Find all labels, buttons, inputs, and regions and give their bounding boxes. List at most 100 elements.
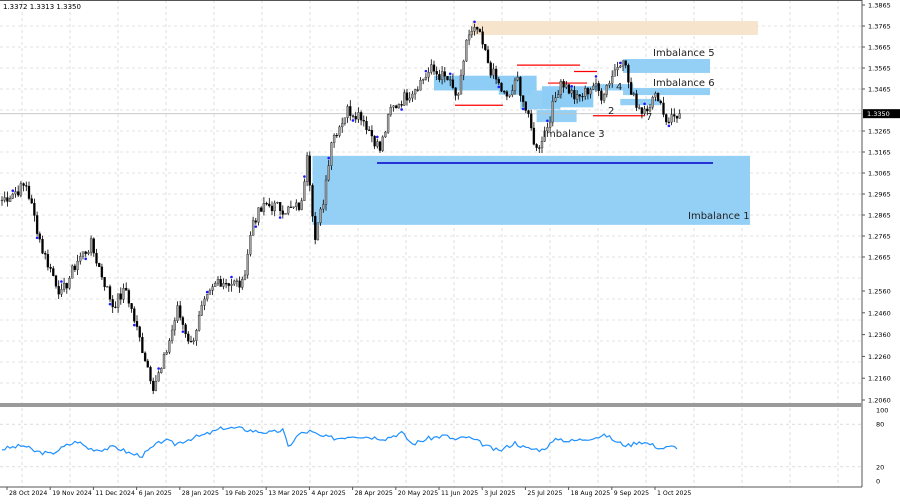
candle [500,82,503,93]
candle [216,276,220,286]
candle [103,276,106,291]
candle [492,63,495,79]
candle [489,60,492,79]
candle-body [95,252,98,264]
candle-body [338,126,341,136]
candle-body [200,305,203,316]
candle [111,295,114,314]
candle [343,117,347,126]
fractal-dot [594,75,598,78]
candle [532,122,536,146]
candle-body [675,116,679,119]
candle [292,206,295,210]
candle-body [257,207,260,223]
candle-body [489,62,492,76]
candle [297,202,301,212]
candle [386,113,390,134]
candle [449,75,452,87]
candle [273,200,276,217]
price-tick-label: 1.2360 [868,331,891,339]
candle [365,116,368,135]
candle-body [68,278,71,289]
candle-body [403,92,406,106]
candle [570,88,573,98]
candle-body [351,115,355,117]
candle-body [365,121,368,131]
candle-body [548,121,552,128]
candle-body [381,136,384,151]
candle-body [76,260,79,270]
date-tick-label: 28 Jan 2025 [182,490,219,497]
candle [322,199,325,213]
candle [227,282,230,292]
candle [230,279,233,292]
candle [632,91,635,97]
candle-body [632,93,635,95]
candle [640,107,644,119]
candle-body [251,220,255,236]
candle [392,105,395,112]
candle [413,88,417,100]
candle-body [602,94,606,101]
pane-separator[interactable] [0,403,862,407]
zone-label: Imbalance 6 [653,78,715,89]
candle [575,90,579,104]
candle-body [314,216,317,240]
price-tick-label: 1.2060 [868,397,891,405]
candle [284,213,287,215]
candle [565,80,568,90]
candle-body [135,321,139,327]
candle-body [111,299,114,308]
fractal-dot [497,85,501,89]
candle [422,78,425,85]
candle [206,294,209,302]
candle [122,283,125,303]
oscillator-tick-label: 100 [876,407,888,415]
candle-body [519,76,522,96]
fractal-dot [448,72,452,76]
candle [400,100,403,108]
candle-body [629,82,633,95]
candle [181,315,185,330]
candle [589,87,592,99]
candle-body [562,81,565,88]
candle [146,358,149,368]
candle [25,181,28,192]
candle [430,59,433,75]
candle-body [559,81,563,95]
current-price-label: 1.3350 [867,110,890,118]
candle [33,198,36,222]
candle-body [368,129,371,131]
candle [621,60,625,72]
candle [281,205,284,219]
candle [84,250,87,257]
candle [116,293,120,313]
fractal-dot [424,69,428,73]
candle [17,185,20,198]
candle [270,201,274,215]
candle [646,105,649,116]
candle [524,101,527,114]
candle-body [586,88,590,95]
date-tick-label: 13 Mar 2025 [268,490,307,497]
candle [473,23,476,36]
candle [276,201,279,204]
candle [459,69,463,95]
candle [616,61,619,77]
candle [6,191,9,207]
candle-body [646,108,649,112]
zone-label: Imbalance 5 [653,48,715,59]
imbalance-zone [623,87,710,96]
candle-body [303,181,306,201]
candle [203,296,206,311]
candle-body [87,251,90,254]
imbalance-zone [312,155,750,225]
candle [260,206,263,212]
candle [108,284,112,303]
candle-body [130,303,133,309]
candle-body [659,100,662,104]
candle [354,111,357,123]
candle-body [656,92,660,102]
